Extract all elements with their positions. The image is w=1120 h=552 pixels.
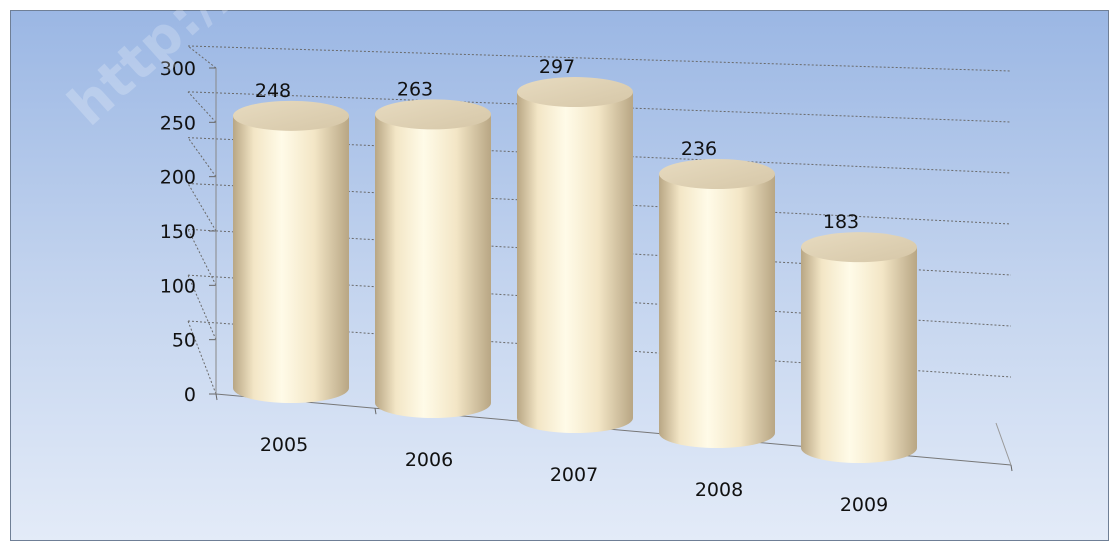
cylinder-top [517, 77, 633, 108]
x-tick-label: 2009 [840, 494, 888, 516]
y-tick-label: 100 [160, 275, 196, 297]
x-tick-label: 2006 [405, 449, 453, 471]
side-gridline [187, 45, 217, 69]
side-gridline [187, 320, 217, 395]
cylinder-bar [517, 92, 633, 433]
side-gridline [187, 91, 217, 123]
cylinder-top [659, 158, 775, 189]
x-tick-mark [1010, 464, 1013, 472]
data-label: 248 [255, 80, 291, 102]
y-tick-label: 200 [160, 167, 196, 189]
data-label: 297 [539, 56, 575, 78]
side-gridline [187, 229, 217, 286]
cylinder-bar [659, 173, 775, 448]
x-tick-mark [215, 393, 218, 401]
cylinder-bar [233, 115, 349, 403]
cylinder-top [233, 100, 349, 131]
y-tick-label: 150 [160, 221, 196, 243]
floor-edge [995, 422, 1012, 466]
y-tick-label: 0 [184, 384, 196, 406]
cylinder-bar [801, 247, 917, 463]
side-gridline [187, 137, 217, 177]
gridline [187, 91, 1012, 123]
y-tick-label: 300 [160, 58, 196, 80]
x-tick-mark [374, 408, 377, 415]
chart-area: http://pac 0 50 100 150 200 250 300 248 263 297 23… [10, 0, 1109, 541]
y-tick-label: 50 [172, 330, 196, 352]
data-label: 263 [397, 78, 433, 100]
data-label: 183 [823, 211, 859, 233]
x-tick-label: 2008 [695, 479, 743, 501]
cylinder-top [801, 232, 917, 263]
y-tick-label: 250 [160, 112, 196, 134]
x-tick-label: 2007 [550, 464, 598, 486]
cylinder-bar [375, 114, 491, 418]
data-label: 236 [681, 138, 717, 160]
cylinder-chart: 0 50 100 150 200 250 300 248 263 297 236 183 2005 200… [160, 45, 1013, 516]
side-gridline [187, 183, 217, 232]
gridline [187, 45, 1012, 72]
cylinder-top [375, 99, 491, 130]
x-tick-label: 2005 [260, 434, 308, 456]
